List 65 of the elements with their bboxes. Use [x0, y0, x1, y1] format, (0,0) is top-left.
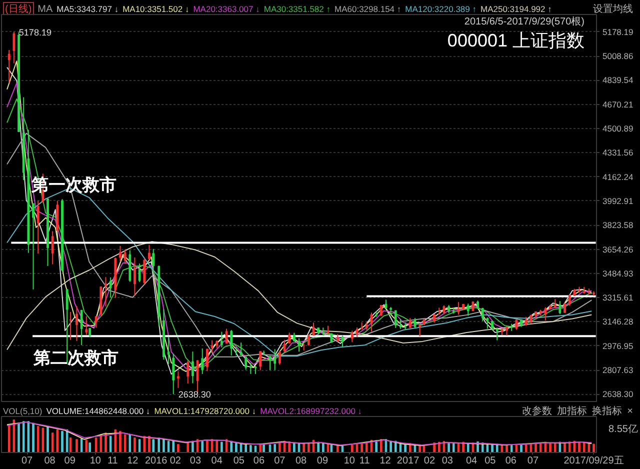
y-tick-label: 4839.54: [602, 75, 634, 86]
x-tick-label: 06: [505, 456, 517, 466]
x-tick-label: 04: [211, 456, 223, 466]
text: MAVOL1:147928720.000 ↓: [154, 405, 256, 418]
annotation: 5178.19: [18, 27, 52, 38]
x-tick-label: 09: [316, 456, 328, 466]
x-tick-label: 10: [90, 456, 102, 466]
x-tick-label: 02: [424, 456, 436, 466]
y-tick-label: 2638.30: [602, 389, 634, 400]
y-tick-label: 3146.28: [602, 316, 634, 327]
text: MA120:3220.389 ↑: [405, 3, 476, 16]
chart-subtitle: 2015/6/5-2017/9/29(570根): [464, 16, 585, 28]
annotation: (日线): [3, 2, 34, 17]
y-tick-label: 5008.86: [602, 51, 634, 62]
x-tick-label: 12: [380, 456, 392, 466]
text: 000001 上证指数: [447, 30, 585, 50]
x-tick-label: 07: [21, 456, 34, 466]
x-tick-label: 2016: [144, 456, 168, 466]
x-tick-label: 11: [107, 456, 118, 466]
text: MA60:3298.154 ↑: [334, 3, 402, 16]
y-tick-label: 3484.93: [602, 268, 634, 278]
y-tick-label: 3823.58: [602, 220, 634, 230]
y-tick-label: 3992.91: [602, 196, 634, 206]
text: MAVOL2:168997232.000 ↓: [260, 405, 362, 418]
text: 改参数: [522, 405, 552, 418]
x-tick-label: 05: [484, 456, 496, 466]
x-tick-label: 03: [442, 456, 454, 466]
x-tick-label: 06: [253, 456, 265, 466]
x-tick-label: 08: [296, 456, 308, 466]
text: MA30:3351.582 ↑: [264, 3, 330, 16]
y-tick-label: 4670.21: [602, 99, 634, 110]
chart-title: VOL(5,10): [3, 405, 42, 418]
annotation: 2638.30: [178, 390, 211, 400]
annotation: 设置均线: [593, 3, 633, 16]
y-tick-label: 5178.19: [602, 26, 634, 37]
x-tick-label: 03: [190, 456, 202, 466]
x-tick-label: 07: [274, 456, 286, 466]
x-tick-label: 2017/09/29五: [564, 456, 624, 466]
y-tick-label: 2807.63: [602, 365, 634, 376]
x-tick-label: 09: [64, 456, 76, 466]
x-tick-label: 11: [359, 456, 370, 466]
text: 换指标: [592, 405, 622, 418]
x-tick-label: 05: [233, 456, 245, 466]
text: MA20:3363.007 ↓: [193, 3, 260, 16]
y-tick-label: 2976.95: [602, 340, 634, 351]
annotation: MA: [38, 3, 53, 16]
text: MA10:3351.502 ↓: [122, 3, 190, 16]
y-tick-label: 3654.26: [602, 244, 634, 254]
x-tick-label: 2017: [396, 456, 420, 466]
text: MA250:3194.992 ↑: [480, 3, 552, 16]
y-tick-label: 4331.56: [602, 148, 634, 158]
x-tick-label: 04: [466, 456, 478, 466]
text: MA5:3343.797 ↓: [56, 3, 119, 16]
x-tick-label: 07: [527, 456, 539, 466]
x-tick-label: 10: [344, 456, 356, 466]
y-tick-label: 4162.24: [602, 172, 634, 182]
text: ×: [627, 405, 633, 418]
x-tick-label: 12: [127, 456, 139, 466]
x-tick-label: 08: [44, 456, 56, 466]
x-tick-label: 02: [170, 456, 182, 466]
y-tick-label: 3315.61: [602, 292, 634, 303]
text: 加指标: [557, 405, 588, 418]
text: 8.55亿: [608, 424, 638, 435]
y-tick-label: 4500.89: [602, 123, 634, 134]
series-label: VOLUME:144862448.000 ↓: [46, 405, 150, 418]
